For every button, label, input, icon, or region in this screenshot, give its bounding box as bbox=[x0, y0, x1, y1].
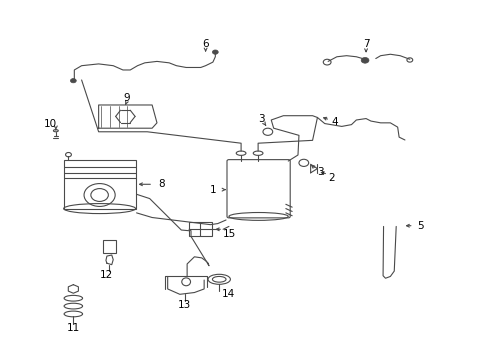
Text: 14: 14 bbox=[221, 289, 234, 299]
Text: 1: 1 bbox=[209, 185, 216, 195]
Text: 15: 15 bbox=[222, 229, 235, 239]
Text: 2: 2 bbox=[328, 173, 335, 183]
Text: 5: 5 bbox=[417, 221, 424, 231]
Text: 7: 7 bbox=[362, 39, 368, 49]
Circle shape bbox=[212, 50, 218, 54]
Bar bbox=[63, 160, 135, 208]
Text: 13: 13 bbox=[178, 300, 191, 310]
Text: 10: 10 bbox=[43, 118, 57, 129]
Text: 4: 4 bbox=[330, 117, 337, 127]
Text: 8: 8 bbox=[158, 179, 164, 189]
Circle shape bbox=[361, 58, 368, 63]
Text: 6: 6 bbox=[202, 39, 208, 49]
Text: 11: 11 bbox=[66, 323, 80, 333]
Text: 12: 12 bbox=[100, 270, 113, 280]
Text: 3: 3 bbox=[257, 114, 264, 124]
Bar bbox=[102, 240, 116, 253]
Bar bbox=[189, 222, 212, 237]
Circle shape bbox=[70, 78, 76, 83]
Text: 3: 3 bbox=[316, 167, 323, 177]
Text: 9: 9 bbox=[123, 93, 130, 103]
